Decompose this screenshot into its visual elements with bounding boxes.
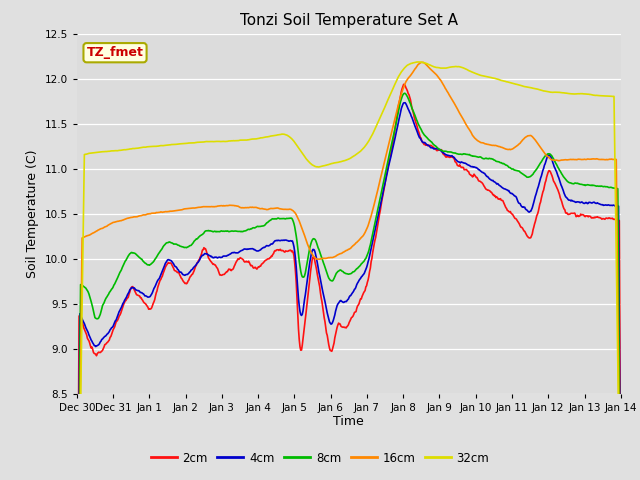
Title: Tonzi Soil Temperature Set A: Tonzi Soil Temperature Set A — [240, 13, 458, 28]
Text: TZ_fmet: TZ_fmet — [86, 46, 143, 59]
X-axis label: Time: Time — [333, 415, 364, 429]
Legend: 2cm, 4cm, 8cm, 16cm, 32cm: 2cm, 4cm, 8cm, 16cm, 32cm — [146, 447, 494, 469]
Y-axis label: Soil Temperature (C): Soil Temperature (C) — [26, 149, 39, 278]
